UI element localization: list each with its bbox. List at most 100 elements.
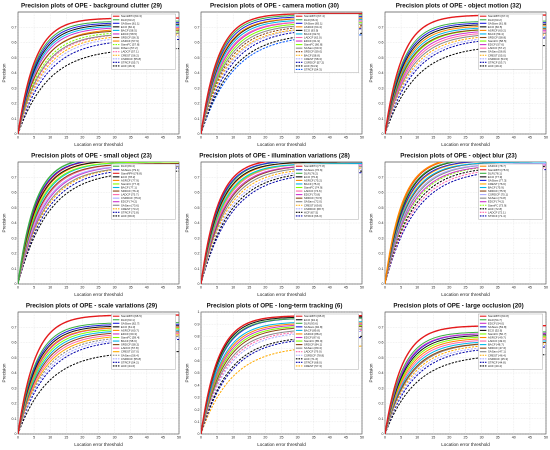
legend-entry: HCF [54.9] xyxy=(304,64,318,68)
legend-entry: SASam [60.3] xyxy=(304,46,322,50)
x-tick-label: 45 xyxy=(161,136,165,140)
series-line xyxy=(18,48,179,134)
x-tick-label: 45 xyxy=(161,436,165,440)
x-tick-label: 15 xyxy=(431,436,435,440)
y-tick-label: 0.7 xyxy=(12,25,17,29)
x-tick-label: 30 xyxy=(479,436,483,440)
legend-entry: SASiam [76.6] xyxy=(304,168,323,172)
y-tick-label: 0.1 xyxy=(378,117,383,121)
y-axis-label: Precision xyxy=(368,363,373,382)
legend-entry: ECO [78.2] xyxy=(121,175,135,179)
legend-box xyxy=(294,313,360,370)
y-tick-label: 0.6 xyxy=(378,41,383,45)
series-line xyxy=(384,162,444,284)
x-tick-label: 15 xyxy=(248,436,252,440)
legend-box xyxy=(477,313,543,370)
x-tick-label: 15 xyxy=(248,286,252,290)
y-axis-label: Precision xyxy=(2,63,7,82)
x-tick-label: 0 xyxy=(384,136,386,140)
x-tick-label: 10 xyxy=(48,436,52,440)
legend-entry: STRCF [68.0] xyxy=(304,360,322,364)
x-tick-label: 40 xyxy=(145,436,149,440)
legend-entry: EDCF [58.5] xyxy=(121,32,137,36)
legend-entry: BACF [58.5] xyxy=(121,28,137,32)
x-tick-label: 50 xyxy=(360,286,364,290)
legend-entry: BACF [89.8] xyxy=(304,328,320,332)
x-axis-label: Location error threshold xyxy=(441,442,490,447)
series-line xyxy=(18,162,87,284)
legend-entry: SiamFC [60.8] xyxy=(304,43,323,47)
x-axis-label: Location error threshold xyxy=(258,142,307,147)
y-axis-label: Precision xyxy=(185,363,190,382)
y-tick-label: 0.1 xyxy=(12,117,17,121)
x-tick-label: 35 xyxy=(312,286,316,290)
legend-entry: DLR [78.1] xyxy=(488,171,502,175)
series-line xyxy=(201,335,363,434)
legend-entry: ECO [77.9] xyxy=(488,175,502,179)
y-tick-label: 0.4 xyxy=(12,371,17,375)
chart-panel: Precision plots of OPE - long-term track… xyxy=(183,300,366,450)
x-tick-label: 5 xyxy=(33,286,35,290)
x-tick-label: 30 xyxy=(113,436,117,440)
x-tick-label: 35 xyxy=(129,286,133,290)
legend-entry: STRCF [66.3] xyxy=(304,214,322,218)
x-tick-label: 25 xyxy=(280,286,284,290)
y-tick-label: 0.6 xyxy=(378,191,383,195)
x-tick-label: 50 xyxy=(544,136,548,140)
series-line xyxy=(201,162,363,284)
x-tick-label: 40 xyxy=(511,436,515,440)
legend-box xyxy=(477,13,543,70)
legend-entry: SRDCF [58.8] xyxy=(488,36,506,40)
chart-title: Precision plots of OPE - camera motion (… xyxy=(210,3,339,10)
y-tick-label: 0.5 xyxy=(378,56,383,60)
legend-entry: ASRCF [60.7] xyxy=(121,328,139,332)
legend-entry: BACF [75.9] xyxy=(488,186,504,190)
legend-entry: CSRDCF [55.8] xyxy=(121,357,141,361)
chart-panel: Precision plots of OPE - background clut… xyxy=(0,0,183,150)
x-tick-label: 15 xyxy=(64,436,68,440)
x-tick-label: 25 xyxy=(463,136,467,140)
y-tick-label: 0.5 xyxy=(195,206,200,210)
precision-plot: Precision plots of OPE - large occlusion… xyxy=(368,303,548,448)
legend-box xyxy=(111,163,176,220)
precision-plot: Precision plots of OPE - camera motion (… xyxy=(185,3,365,148)
x-tick-label: 5 xyxy=(216,286,218,290)
legend-entry: LADCF [57.2] xyxy=(488,46,506,50)
x-axis-label: Location error threshold xyxy=(74,142,123,147)
legend-entry: CSRDCF [75.0] xyxy=(121,196,141,200)
y-tick-label: 0.3 xyxy=(195,86,200,90)
series-line xyxy=(18,162,108,284)
x-tick-label: 20 xyxy=(80,286,84,290)
chart-panel: Precision plots of OPE - object motion (… xyxy=(367,0,550,150)
legend-entry: CREST [56.2] xyxy=(121,53,139,57)
series-line xyxy=(201,329,363,434)
x-axis-label: Location error threshold xyxy=(441,292,490,297)
x-tick-label: 15 xyxy=(64,136,68,140)
y-tick-label: 0.1 xyxy=(12,417,17,421)
legend-entry: SRDCF [47.6] xyxy=(488,346,506,350)
x-tick-label: 45 xyxy=(344,286,348,290)
legend-entry: SASam [47.1] xyxy=(488,350,506,354)
legend-entry: DLR [63.2] xyxy=(121,18,135,22)
legend-entry: SiamRPN [60.8] xyxy=(488,314,509,318)
x-tick-label: 30 xyxy=(296,286,300,290)
x-tick-label: 45 xyxy=(344,136,348,140)
legend-entry: SASiam [92.8] xyxy=(304,325,323,329)
series-line xyxy=(384,162,458,284)
x-tick-label: 20 xyxy=(447,286,451,290)
x-tick-label: 35 xyxy=(495,436,499,440)
series-line xyxy=(18,38,179,134)
series-group xyxy=(18,162,179,284)
x-tick-label: 10 xyxy=(232,286,236,290)
legend-entry: CSRDCF [68.7] xyxy=(304,207,324,211)
series-line xyxy=(18,338,179,434)
legend-entry: SRDCF [58.2] xyxy=(121,343,139,347)
y-tick-label: 0.1 xyxy=(378,417,383,421)
legend-entry: EDCF [73.8] xyxy=(304,193,320,197)
x-tick-label: 40 xyxy=(511,136,515,140)
legend-entry: SRDCF [76.4] xyxy=(121,189,139,193)
legend-entry: SASam [80.4] xyxy=(304,346,322,350)
chart-panel: Precision plots of OPE - large occlusion… xyxy=(367,300,550,450)
legend-entry: CSRDCF [45.3] xyxy=(488,357,508,361)
x-axis-label: Location error threshold xyxy=(258,292,307,297)
